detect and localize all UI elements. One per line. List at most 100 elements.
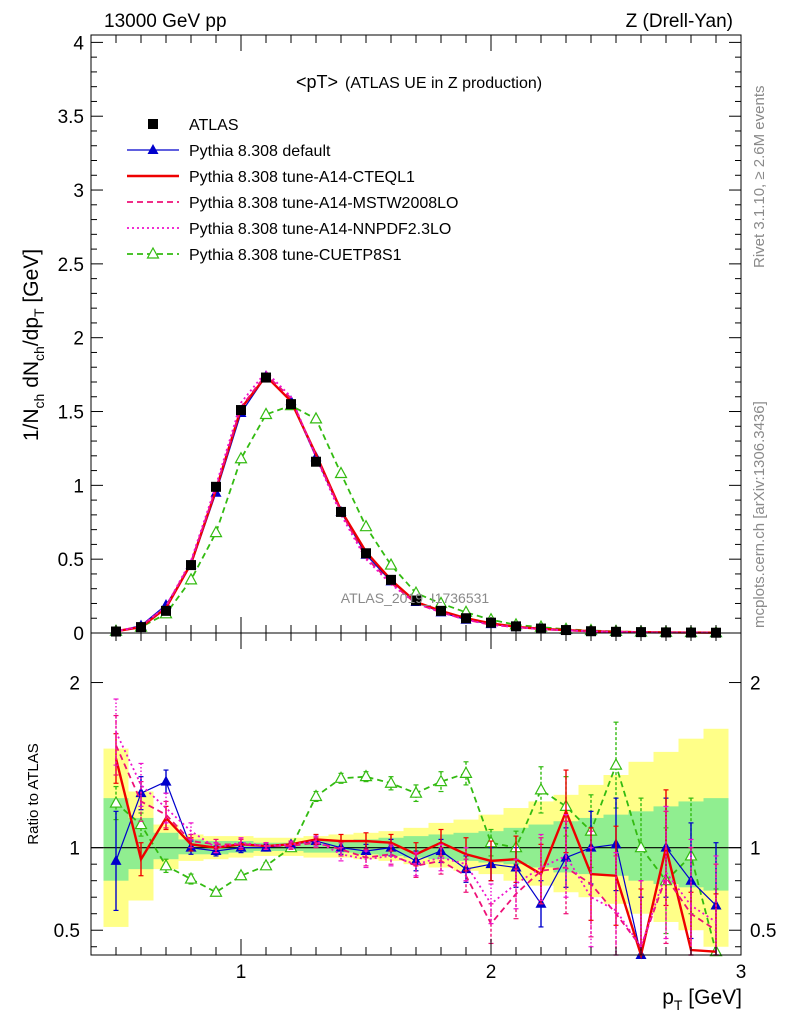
ylabel-sub: ch [31,346,47,361]
ratio-point [110,854,122,865]
data-point [184,572,198,585]
band-inner [303,841,329,853]
legend-marker [147,144,159,154]
ratio-point [634,840,648,853]
ratio-point [384,776,398,788]
data-point [359,519,373,532]
data-point [436,605,446,616]
data-point [209,525,223,538]
ratio-point [234,868,248,881]
ratio-point [209,885,223,897]
legend-marker [146,246,160,259]
ratio-line [115,731,717,949]
data-point [186,560,196,571]
ratio-ylabel: Ratio to ATLAS [25,743,42,844]
data-point [236,405,246,416]
main-y-tick-label: 1 [73,476,84,497]
legend-label: ATLAS [189,117,239,134]
main-panel: 0 0.5 1 1.5 2 2.5 3 3.5 4 ATLAS_2019_I1736531 <p… [20,33,742,645]
ratio-point [184,871,198,884]
ratio-y-tick-label-right: 1 [750,839,761,860]
main-y-tick-label: 3.5 [58,107,84,128]
main-title: <pT> [296,72,338,92]
ratio-point [309,789,323,802]
ratio-panel: 0.5 0.5 1 1 2 2 1 2 3 Ratio to ATLAS pT [GeV] [25,632,777,1013]
ylabel-part: [GeV] [20,249,43,309]
ratio-x-tick-label: 1 [236,962,247,983]
ratio-point [359,769,373,782]
ratio-x-tick-label: 2 [486,962,497,983]
legend-label: Pythia 8.308 tune-A14-MSTW2008LO [189,195,458,212]
ylabel-part: /dp [20,317,43,346]
main-y-tick-label: 3 [73,181,84,202]
main-y-tick-label: 4 [73,33,84,54]
main-y-tick-label: 1.5 [58,403,84,424]
rivet-label: Rivet 3.1.10, ≥ 2.6M events [751,86,768,269]
main-y-tick-label: 2.5 [58,255,84,276]
main-y-ticks [90,35,742,634]
ratio-xlabel: pT [GeV] [662,986,742,1013]
ratio-point [409,785,423,798]
ratio-point [609,757,623,770]
band-inner [153,832,179,860]
ratio-point [334,771,348,783]
ratio-plot-area [91,698,741,960]
legend-marker [148,119,158,129]
main-subtitle: (ATLAS UE in Z production) [345,75,542,92]
xlabel-part: p [662,986,674,1009]
legend-label: Pythia 8.308 tune-A14-CTEQL1 [189,169,415,186]
header-left: 13000 GeV pp [104,11,227,32]
ratio-point [159,858,173,871]
data-point [384,557,398,570]
ratio-y-tick-label-right: 2 [750,674,761,695]
main-y-tick-label: 0 [73,624,84,645]
data-point [336,506,346,517]
ylabel-part: dN [20,361,43,394]
ratio-series-3 [113,698,719,956]
data-point [386,574,396,585]
data-point [211,481,221,492]
ratio-point [434,774,448,787]
legend-label: Pythia 8.308 default [189,143,331,160]
legend-item: Pythia 8.308 tune-A14-CTEQL1 [127,169,415,186]
header-right: Z (Drell-Yan) [626,11,733,32]
ratio-y-tick-label: 0.5 [54,921,80,942]
legend-item: Pythia 8.308 default [127,143,331,160]
data-point [309,411,323,424]
data-point [234,451,248,464]
ratio-y-tick-label: 2 [69,674,80,695]
legend: ATLAS Pythia 8.308 default Pythia 8.308 tu… [127,117,458,264]
xlabel-part: [GeV] [682,986,742,1009]
data-point [411,595,421,606]
legend-item: Pythia 8.308 tune-CUETP8S1 [127,246,402,264]
ylabel-part: 1/N [20,408,43,441]
watermark: ATLAS_2019_I1736531 [341,590,490,606]
legend-item: ATLAS [148,117,239,134]
main-y-tick-labels: 0 0.5 1 1.5 2 2.5 3 3.5 4 [58,33,85,645]
legend-label: Pythia 8.308 tune-A14-NNPDF2.3LO [189,221,451,238]
data-point [259,407,273,420]
data-point [311,456,321,467]
data-point [261,372,271,383]
ratio-point [459,766,473,778]
mcplots-label: mcplots.cern.ch [arXiv:1306.3436] [751,401,768,628]
ratio-x-tick-label: 3 [736,962,747,983]
ylabel-sub: ch [31,394,47,409]
ratio-y-tick-label: 1 [69,839,80,860]
data-point [361,548,371,559]
ratio-point [134,817,148,830]
data-point [461,613,471,624]
ratio-tick-labels: 0.5 0.5 1 1 2 2 1 2 3 [54,674,777,983]
xlabel-sub: T [674,997,683,1013]
ratio-point [259,858,273,871]
ratio-point [160,775,172,786]
data-point [286,399,296,410]
data-point [334,466,348,479]
legend-item: Pythia 8.308 tune-A14-MSTW2008LO [127,195,458,212]
ratio-point [109,795,123,808]
data-point [161,605,171,616]
ylabel-sub: T [31,308,47,317]
main-y-tick-label: 2 [73,329,84,350]
ratio-line [115,744,717,949]
